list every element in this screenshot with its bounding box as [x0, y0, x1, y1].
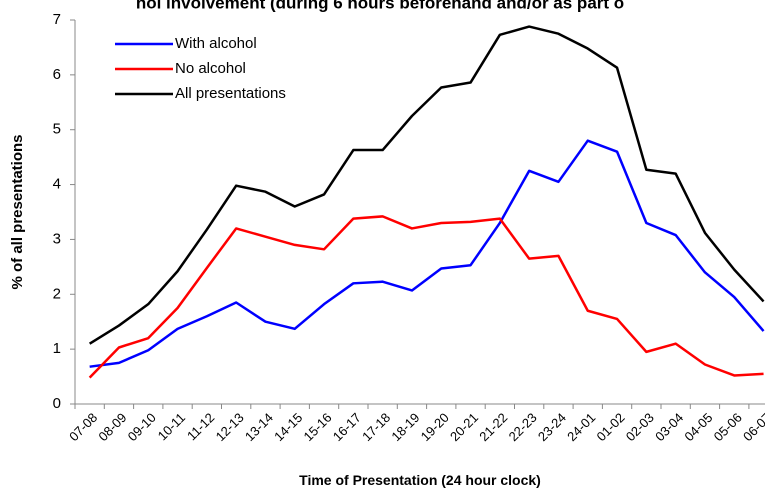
x-axis-label: Time of Presentation (24 hour clock)	[299, 472, 541, 488]
legend-label: No alcohol	[175, 60, 246, 77]
x-tick-label: 03-04	[652, 410, 686, 444]
legend-label: With alcohol	[175, 35, 257, 52]
y-tick-label: 4	[53, 176, 61, 193]
x-tick-label: 11-12	[184, 410, 217, 443]
x-tick-label: 16-17	[330, 410, 364, 444]
x-tick-label: 23-24	[535, 410, 569, 444]
y-axis-label: % of all presentations	[9, 134, 26, 289]
line-series	[88, 215, 764, 379]
x-tick-label: 09-10	[125, 410, 159, 444]
legend-label: All presentations	[175, 85, 286, 102]
x-tick-label: 17-18	[359, 410, 393, 444]
x-tick-label: 18-19	[388, 410, 422, 444]
x-tick-label: 12-13	[213, 410, 247, 444]
line-series	[89, 139, 765, 368]
x-tick-label: 13-14	[242, 410, 276, 444]
x-tick-label: 07-08	[66, 410, 100, 444]
y-tick-label: 6	[53, 66, 61, 83]
y-tick-label: 5	[53, 121, 61, 138]
y-tick-label: 1	[53, 340, 61, 357]
x-tick-label: 15-16	[300, 410, 334, 444]
x-tick-label: 10-11	[155, 410, 188, 443]
y-tick-label: 2	[53, 285, 61, 302]
x-tick-label: 05-06	[711, 410, 745, 444]
x-tick-label: 19-20	[418, 410, 452, 444]
x-tick-label: 02-03	[623, 410, 657, 444]
x-tick-label: 08-09	[95, 410, 129, 444]
x-tick-label: 20-21	[447, 410, 481, 444]
chart-title: hol involvement (during 6 hours beforeha…	[136, 0, 624, 12]
line-series	[88, 25, 765, 345]
x-tick-label: 06-07	[740, 410, 765, 444]
x-tick-label: 24-01	[564, 410, 598, 444]
y-tick-label: 0	[53, 395, 61, 412]
x-tick-label: 14-15	[271, 410, 305, 444]
y-tick-label: 7	[53, 11, 61, 28]
x-tick-label: 01-02	[593, 410, 627, 444]
x-tick-label: 21-22	[476, 410, 510, 444]
y-tick-label: 3	[53, 230, 61, 247]
x-tick-label: 04-05	[681, 410, 715, 444]
x-tick-label: 22-23	[506, 410, 540, 444]
